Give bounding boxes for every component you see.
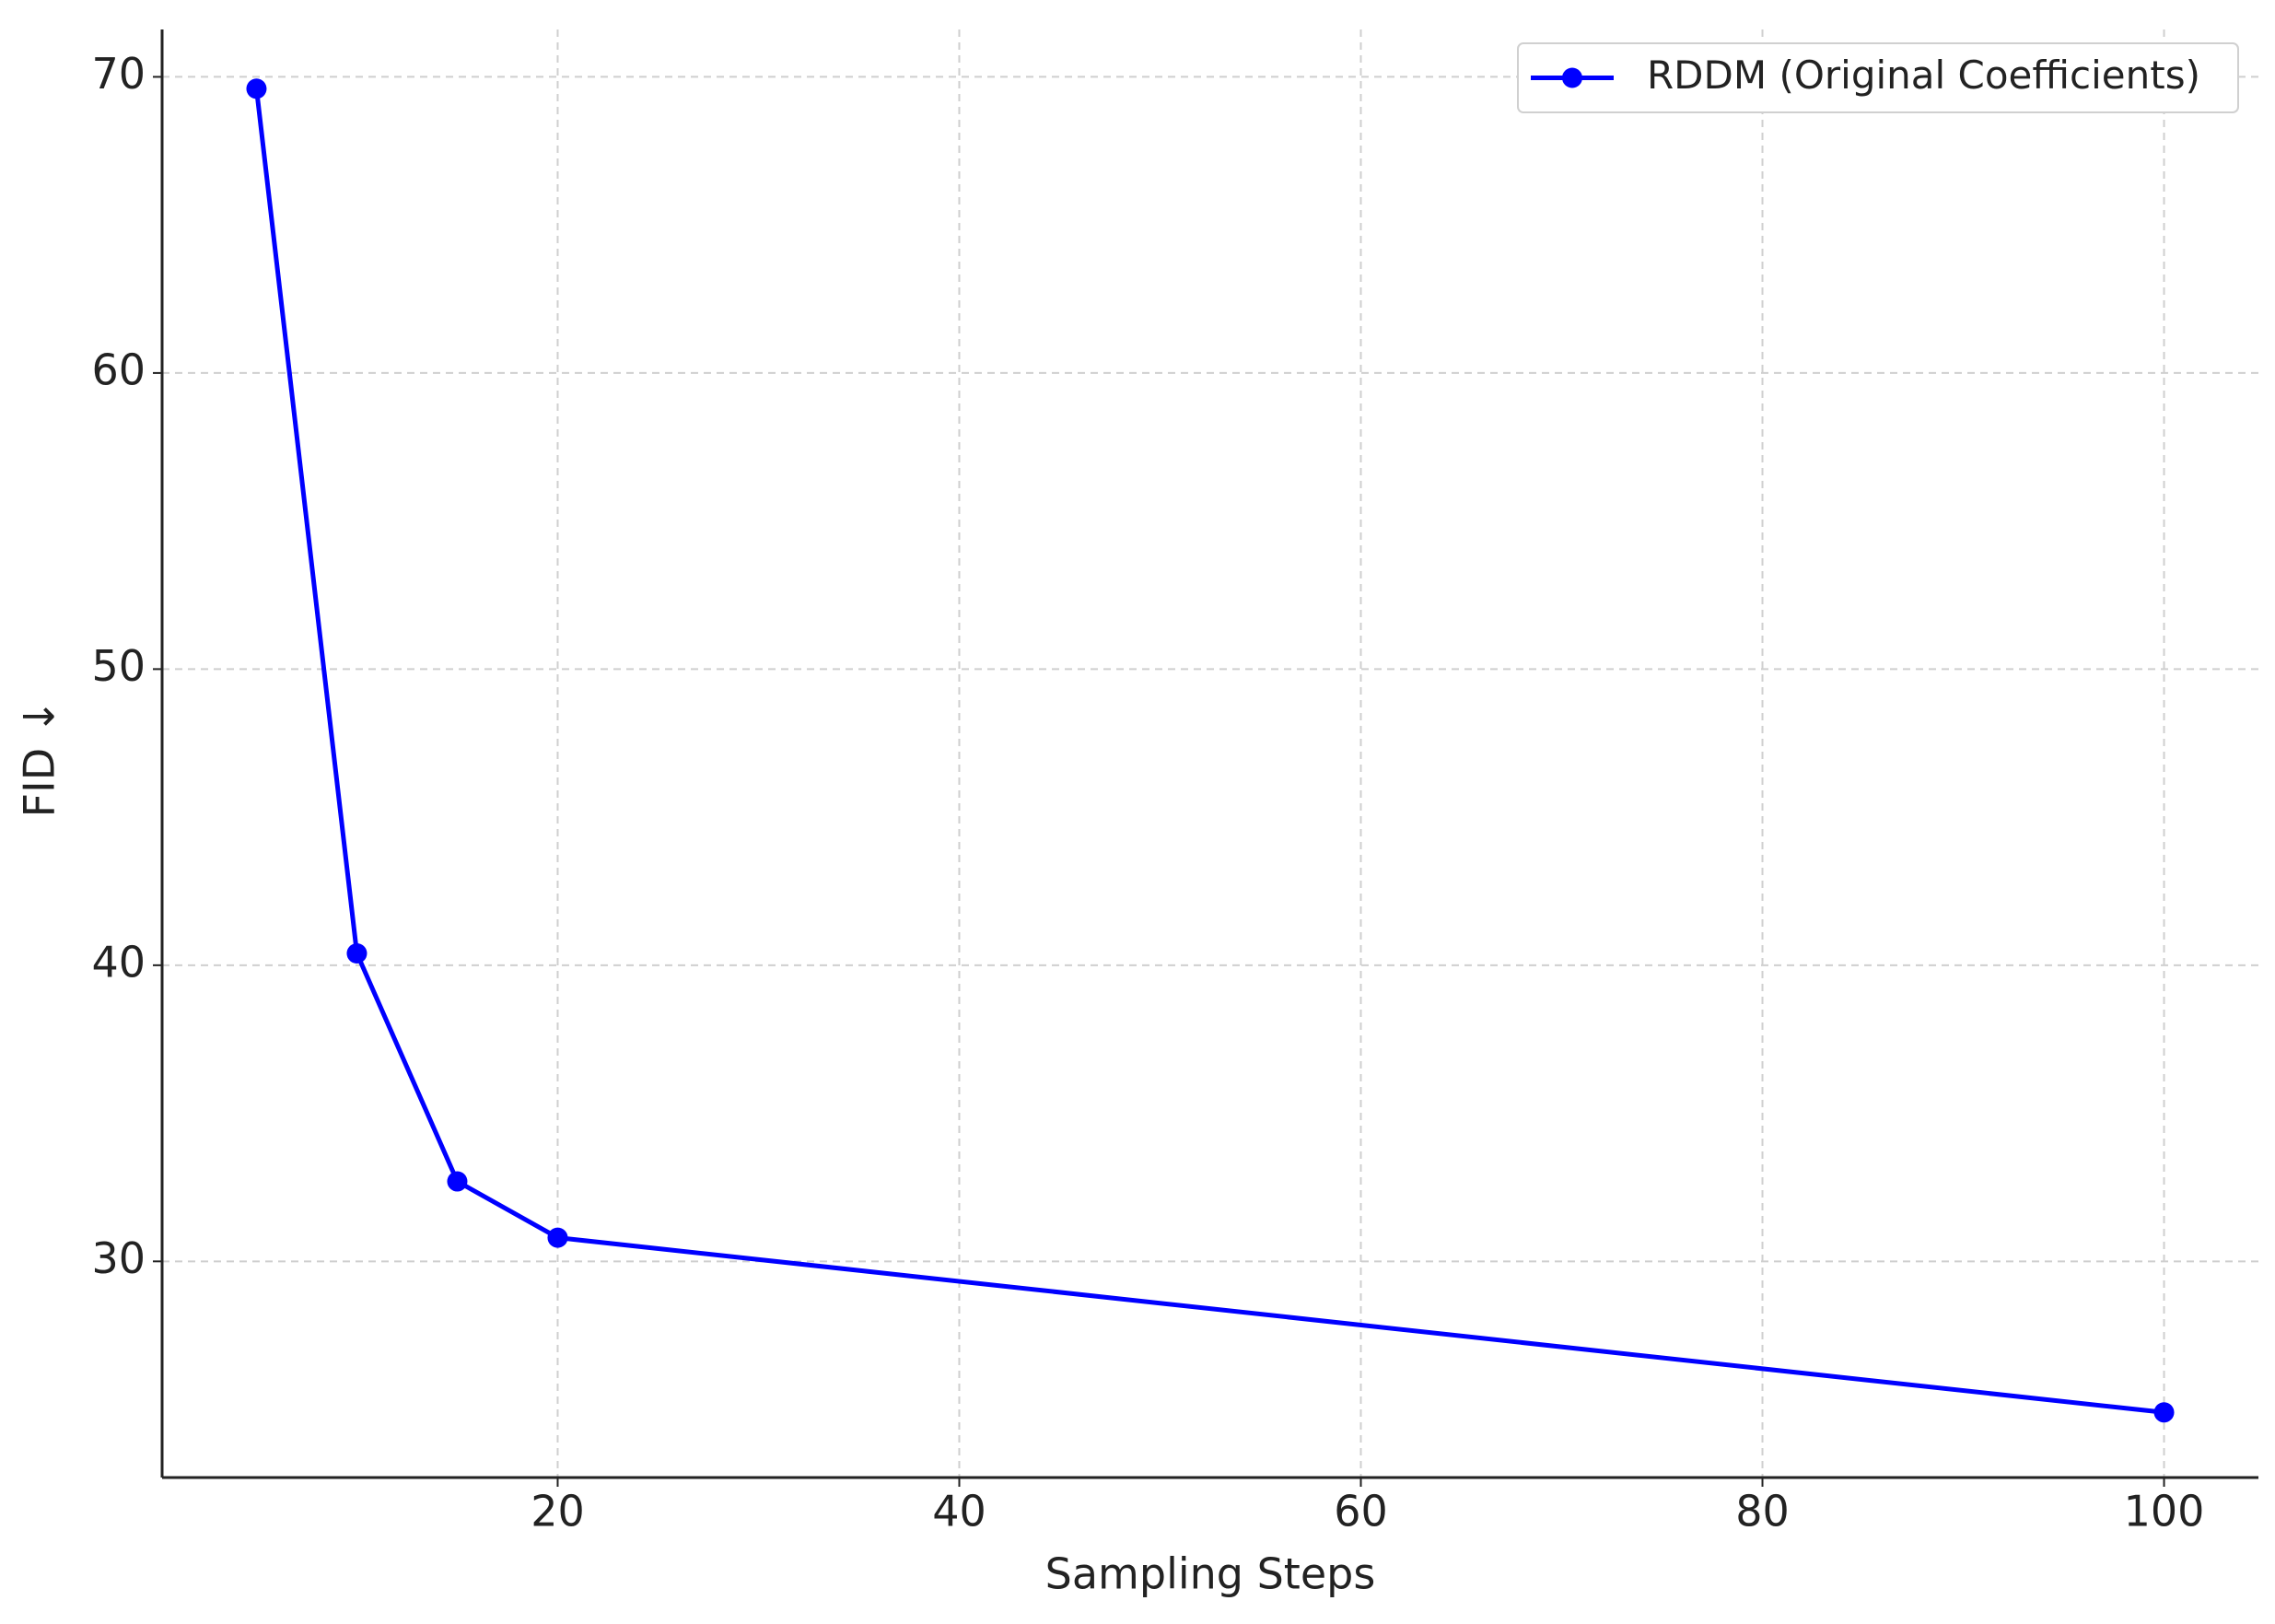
data-point (547, 1227, 568, 1248)
x-tick-label: 40 (932, 1487, 986, 1536)
x-axis-label: Sampling Steps (1045, 1549, 1376, 1599)
data-point (447, 1171, 468, 1192)
data-point (346, 942, 368, 964)
y-axis-label: FID ↓ (15, 699, 64, 818)
x-tick-label: 100 (2124, 1487, 2205, 1536)
y-tick-label: 60 (91, 345, 146, 394)
y-tick-label: 40 (91, 937, 146, 987)
series-line (253, 88, 2164, 1415)
legend-label: RDDM (Original Coefficients) (1647, 53, 2200, 98)
x-tick-label: 20 (531, 1487, 585, 1536)
x-tick-label: 60 (1334, 1487, 1388, 1536)
data-point (2153, 1402, 2175, 1423)
legend-box (1517, 42, 2239, 113)
y-tick-label: 30 (91, 1233, 146, 1283)
y-tick-label: 70 (91, 49, 146, 99)
y-tick-label: 50 (91, 641, 146, 691)
x-tick-label: 80 (1735, 1487, 1790, 1536)
data-point (246, 78, 267, 99)
legend-marker (1562, 67, 1582, 88)
